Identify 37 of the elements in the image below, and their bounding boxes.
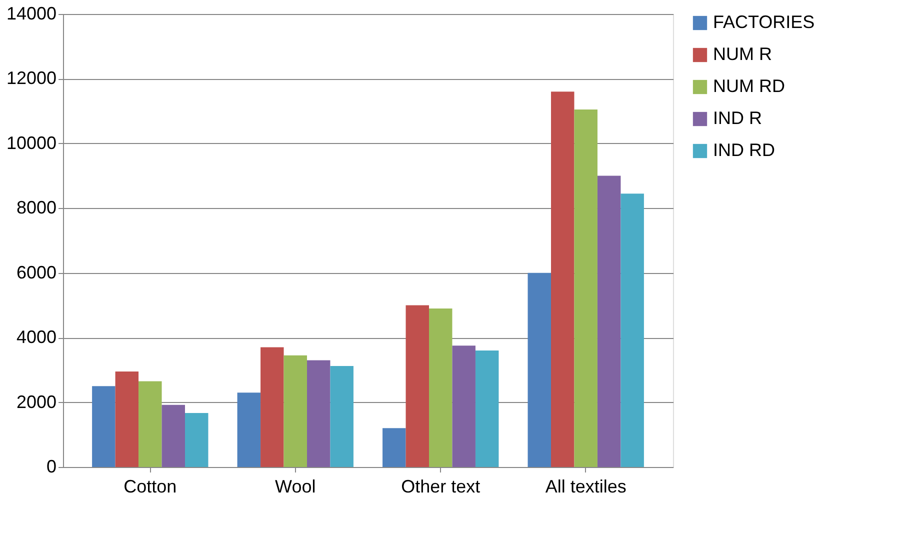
legend-label: NUM RD [713, 76, 785, 96]
bar [237, 392, 261, 467]
legend-label: FACTORIES [713, 12, 815, 32]
bar [429, 308, 452, 467]
x-tick-label: All textiles [545, 476, 626, 496]
y-tick-label: 14000 [6, 4, 56, 24]
bar [138, 381, 162, 467]
bar [528, 272, 551, 467]
y-tick-label: 6000 [16, 262, 56, 282]
bar [406, 305, 429, 467]
bar [284, 355, 307, 467]
y-tick-label: 8000 [16, 198, 56, 218]
x-tick-label: Wool [275, 476, 316, 496]
bar [574, 109, 598, 467]
x-tick-label: Other text [401, 476, 480, 496]
bar [620, 194, 644, 467]
x-tick-label: Cotton [124, 476, 177, 496]
bar [551, 92, 574, 467]
bar [452, 346, 476, 467]
bar [185, 412, 208, 467]
bar [115, 372, 139, 467]
bar [307, 360, 330, 467]
bar [597, 176, 621, 467]
y-tick-label: 12000 [6, 68, 56, 88]
legend-label: IND R [713, 108, 762, 128]
legend-label: IND RD [713, 140, 775, 160]
bar [330, 366, 354, 467]
bar [382, 428, 406, 467]
bar [475, 350, 499, 467]
bar [92, 386, 116, 467]
y-tick-label: 4000 [16, 327, 56, 348]
legend-label: NUM R [713, 44, 772, 64]
y-tick-label: 2000 [16, 392, 56, 412]
y-tick-label: 0 [46, 456, 56, 476]
y-tick-label: 10000 [6, 132, 56, 153]
bar [162, 404, 185, 467]
bar [260, 347, 284, 467]
